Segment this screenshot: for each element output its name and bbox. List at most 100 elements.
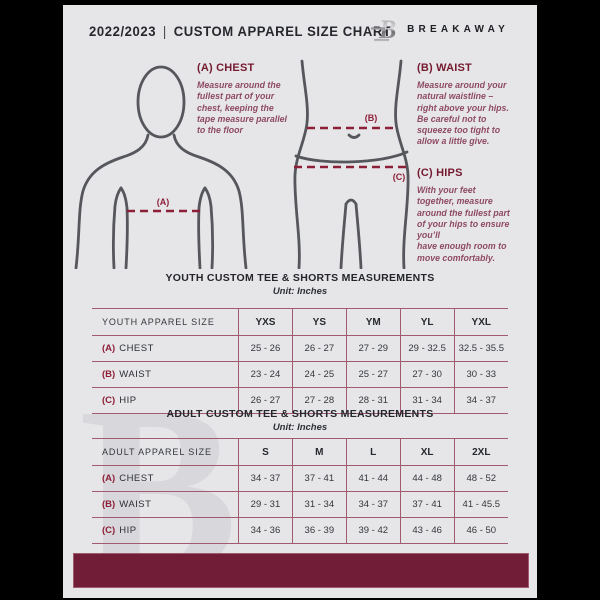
- row-name: HIP: [119, 525, 137, 536]
- size-column-header: YM: [345, 308, 401, 336]
- title-year: 2022/2023: [89, 24, 157, 39]
- footer-bar: [73, 553, 529, 588]
- row-name: WAIST: [119, 499, 152, 510]
- measurement-value: 27 - 29: [345, 335, 401, 362]
- row-key: (B): [102, 499, 116, 510]
- size-table: ADULT APPAREL SIZE S M L XL 2XL (A) CHEST 34 - 3…: [92, 438, 508, 544]
- adult-size-table-container: ADULT APPAREL SIZE S M L XL 2XL (A) CHEST 34 - 3…: [92, 438, 508, 544]
- chest-section-body: Measure around the fullest part of your …: [197, 80, 287, 136]
- breakaway-logo-icon: B: [371, 15, 396, 43]
- hip-curve: [294, 150, 409, 164]
- right-inner-leg: [354, 202, 363, 269]
- size-column-header: M: [291, 438, 347, 466]
- row-label-cell: (A) CHEST: [92, 466, 239, 492]
- measurement-value: 34 - 37: [238, 465, 293, 492]
- measurement-row: (A) CHEST 34 - 37 37 - 41 41 - 44 44 - 48 48 -…: [92, 465, 508, 492]
- measurement-value: 48 - 52: [453, 465, 508, 492]
- waist-line-label: (B): [365, 113, 378, 123]
- measurement-value: 41 - 45.5: [453, 491, 508, 518]
- hips-line-label: (C): [393, 172, 406, 182]
- left-shoulder-arm: [74, 133, 150, 269]
- measurement-value: 31 - 34: [399, 387, 455, 414]
- page-title: 2022/2023 | CUSTOM APPAREL SIZE CHART: [89, 24, 391, 39]
- size-table: YOUTH APPAREL SIZE YXS YS YM YL YXL (A) CHEST 25…: [92, 308, 508, 414]
- apparel-size-header: YOUTH APPAREL SIZE: [102, 317, 215, 327]
- waist-section-heading: (B) WAIST: [417, 62, 472, 74]
- youth-table-unit: Unit: Inches: [272, 286, 328, 297]
- waist-section-body: Measure around your natural waistline – …: [417, 80, 509, 147]
- left-torso-side: [119, 186, 129, 269]
- row-name: WAIST: [119, 369, 152, 380]
- measurement-value: 36 - 39: [291, 517, 347, 544]
- measurement-value: 34 - 37: [345, 491, 401, 518]
- row-key: (B): [102, 369, 116, 380]
- adult-table-title: ADULT CUSTOM TEE & SHORTS MEASUREMENTS: [166, 408, 434, 420]
- navel-mark: [347, 133, 361, 139]
- row-key: (A): [102, 343, 116, 354]
- left-inner-leg: [339, 202, 348, 269]
- title-divider: |: [162, 24, 167, 39]
- table-header-row: ADULT APPAREL SIZE S M L XL 2XL: [92, 438, 508, 466]
- apparel-size-header: ADULT APPAREL SIZE: [102, 447, 212, 457]
- row-label-cell: (B) WAIST: [92, 492, 239, 518]
- measurement-value: 34 - 36: [238, 517, 293, 544]
- measurement-value: 23 - 24: [238, 361, 293, 388]
- torso-figure: (A): [74, 65, 248, 269]
- adult-table-unit: Unit: Inches: [272, 422, 328, 433]
- measurement-value: 46 - 50: [453, 517, 508, 544]
- right-torso-side: [197, 186, 207, 269]
- measurement-value: 31 - 34: [291, 491, 347, 518]
- brand-lockup: B BREAKAWAY: [370, 15, 509, 43]
- measurement-value: 26 - 27: [238, 387, 293, 414]
- measurement-row: (B) WAIST 29 - 31 31 - 34 34 - 37 37 - 41 41 -…: [92, 491, 508, 518]
- crotch-curve: [344, 198, 358, 206]
- measurement-row: (B) WAIST 23 - 24 24 - 25 25 - 27 27 - 30 30 -…: [92, 361, 508, 388]
- hips-section-body: With your feet together, measure around …: [417, 185, 510, 263]
- measurement-value: 27 - 30: [399, 361, 455, 388]
- row-key: (C): [102, 525, 116, 536]
- row-label-cell: (A) CHEST: [92, 336, 239, 362]
- size-column-header: S: [238, 438, 293, 466]
- row-name: CHEST: [119, 343, 154, 354]
- title-text: CUSTOM APPAREL SIZE CHART: [173, 24, 392, 39]
- measurement-value: 25 - 27: [345, 361, 401, 388]
- row-name: CHEST: [119, 473, 154, 484]
- youth-table-title: YOUTH CUSTOM TEE & SHORTS MEASUREMENTS: [165, 272, 435, 284]
- table-header-row: YOUTH APPAREL SIZE YXS YS YM YL YXL: [92, 308, 508, 336]
- chest-section-heading: (A) CHEST: [197, 62, 255, 74]
- row-label-cell: (B) WAIST: [92, 362, 239, 388]
- left-body-outline: [293, 59, 309, 269]
- size-column-header: YXL: [453, 308, 508, 336]
- measurement-value: 41 - 44: [345, 465, 401, 492]
- measurement-value: 28 - 31: [345, 387, 401, 414]
- measurement-value: 44 - 48: [399, 465, 455, 492]
- measurement-value: 29 - 32.5: [399, 335, 455, 362]
- measurement-value: 43 - 46: [399, 517, 455, 544]
- row-key: (C): [102, 395, 116, 406]
- size-column-header: L: [345, 438, 401, 466]
- chest-line-label: (A): [157, 197, 170, 207]
- size-column-header: YL: [399, 308, 455, 336]
- measurement-value: 37 - 41: [291, 465, 347, 492]
- row-label-cell: (C) HIP: [92, 518, 239, 544]
- right-body-outline: [394, 59, 410, 269]
- brand-name: BREAKAWAY: [407, 23, 509, 35]
- measurement-value: 25 - 26: [238, 335, 293, 362]
- hips-section-heading: (C) HIPS: [417, 167, 463, 179]
- row-key: (A): [102, 473, 116, 484]
- measurement-value: 27 - 28: [291, 387, 347, 414]
- measurement-value: 39 - 42: [345, 517, 401, 544]
- size-column-header: 2XL: [453, 438, 508, 466]
- measurement-value: 24 - 25: [291, 361, 347, 388]
- measurement-value: 30 - 33: [453, 361, 508, 388]
- size-column-header: XL: [399, 438, 455, 466]
- measurement-value: 26 - 27: [291, 335, 347, 362]
- measurement-row: (A) CHEST 25 - 26 26 - 27 27 - 29 29 - 32.5 32…: [92, 335, 508, 362]
- measurement-row: (C) HIP 26 - 27 27 - 28 28 - 31 31 - 34 34 - 3…: [92, 387, 508, 414]
- measurement-value: 29 - 31: [238, 491, 293, 518]
- right-inner-arm: [203, 186, 215, 269]
- size-column-header: YS: [291, 308, 347, 336]
- logo-strokes: [371, 27, 390, 42]
- youth-size-table-container: YOUTH APPAREL SIZE YXS YS YM YL YXL (A) CHEST 25…: [92, 308, 508, 414]
